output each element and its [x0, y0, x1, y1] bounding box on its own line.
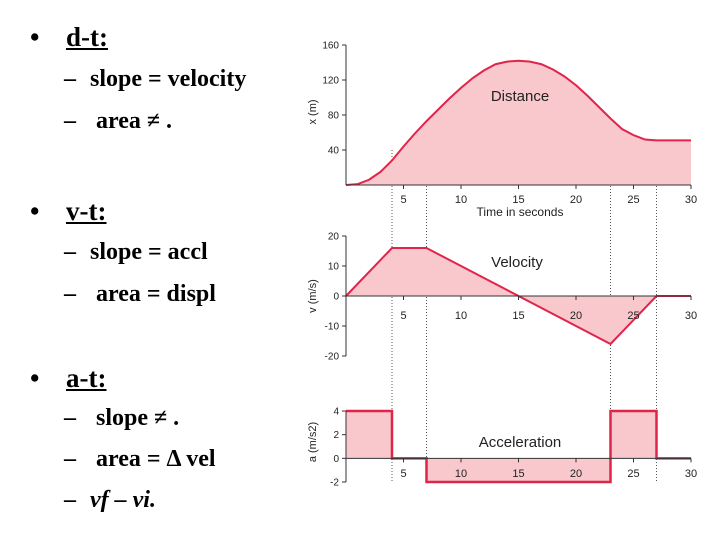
- y-tick-label: 0: [333, 292, 339, 303]
- bullet-dot: •: [30, 22, 40, 52]
- chart-title-velocity: Velocity: [491, 254, 543, 271]
- y-tick-label: 20: [328, 232, 340, 243]
- area-fill-distance: [346, 60, 691, 185]
- dt-slope-text: slope = velocity: [90, 66, 247, 92]
- x-tick-label: 15: [512, 468, 524, 480]
- bullet-dot: •: [30, 196, 40, 226]
- series-line-distance: [345, 59, 691, 186]
- x-tick-label: 25: [627, 194, 639, 206]
- x-tick-label: 5: [400, 468, 406, 480]
- vt-area-line: – area = displ: [64, 281, 216, 307]
- chart-title-distance: Distance: [491, 88, 549, 105]
- at-slope-line: – slope ≠ .: [64, 405, 180, 431]
- x-tick-label: 5: [400, 310, 406, 322]
- bullet-vt-label: v-t:: [66, 196, 107, 226]
- dt-area-text: area ≠ .: [96, 108, 173, 134]
- at-slope-text: slope ≠ .: [96, 405, 180, 431]
- x-tick-label: 10: [455, 468, 467, 480]
- area-fill-acceleration: [346, 411, 691, 482]
- x-tick-label: 10: [455, 310, 467, 322]
- dt-slope-line: – slope = velocity: [64, 66, 247, 92]
- bullet-dot: •: [30, 363, 40, 393]
- bullet-at-label: a-t:: [66, 363, 107, 393]
- y-tick-label: 40: [328, 146, 340, 157]
- y-tick-label: 120: [322, 76, 339, 87]
- y-axis-label: a (m/s2): [307, 422, 319, 462]
- series-line-acceleration: [346, 409, 691, 484]
- y-tick-label: 10: [328, 262, 340, 273]
- x-tick-label: 25: [627, 468, 639, 480]
- x-tick-label: 15: [512, 194, 524, 206]
- x-tick-label: 5: [400, 194, 406, 206]
- dt-area-line: – area ≠ .: [64, 108, 173, 134]
- x-tick-label: 30: [685, 468, 697, 480]
- x-tick-label: 10: [455, 194, 467, 206]
- x-tick-label: 20: [570, 194, 582, 206]
- vt-slope-line: – slope = accl: [64, 239, 208, 265]
- vt-area-text: area = displ: [96, 281, 216, 307]
- y-tick-label: 160: [322, 41, 339, 52]
- at-diff-text: vf – vi.: [90, 487, 156, 513]
- y-tick-label: 0: [333, 454, 339, 465]
- x-tick-label: 30: [685, 194, 697, 206]
- x-tick-label: 25: [627, 310, 639, 322]
- y-tick-label: -10: [325, 322, 340, 333]
- at-diff-line: – vf – vi.: [64, 487, 156, 513]
- y-tick-label: 2: [333, 430, 339, 441]
- x-axis-label: Time in seconds: [477, 205, 564, 219]
- y-tick-label: 4: [333, 407, 339, 418]
- y-tick-label: 80: [328, 111, 340, 122]
- y-tick-label: -2: [330, 478, 339, 489]
- y-axis-label: x (m): [307, 99, 319, 124]
- at-area-line: – area = Δ vel: [64, 446, 216, 472]
- x-tick-label: 20: [570, 468, 582, 480]
- at-area-text: area = Δ vel: [96, 446, 216, 472]
- x-tick-label: 15: [512, 310, 524, 322]
- vt-slope-text: slope = accl: [90, 239, 208, 265]
- chart-title-acceleration: Acceleration: [479, 434, 562, 451]
- y-tick-label: -20: [325, 352, 340, 363]
- bullet-dt-label: d-t:: [66, 22, 108, 52]
- y-axis-label: v (m/s): [307, 279, 319, 313]
- x-tick-label: 30: [685, 310, 697, 322]
- x-tick-label: 20: [570, 310, 582, 322]
